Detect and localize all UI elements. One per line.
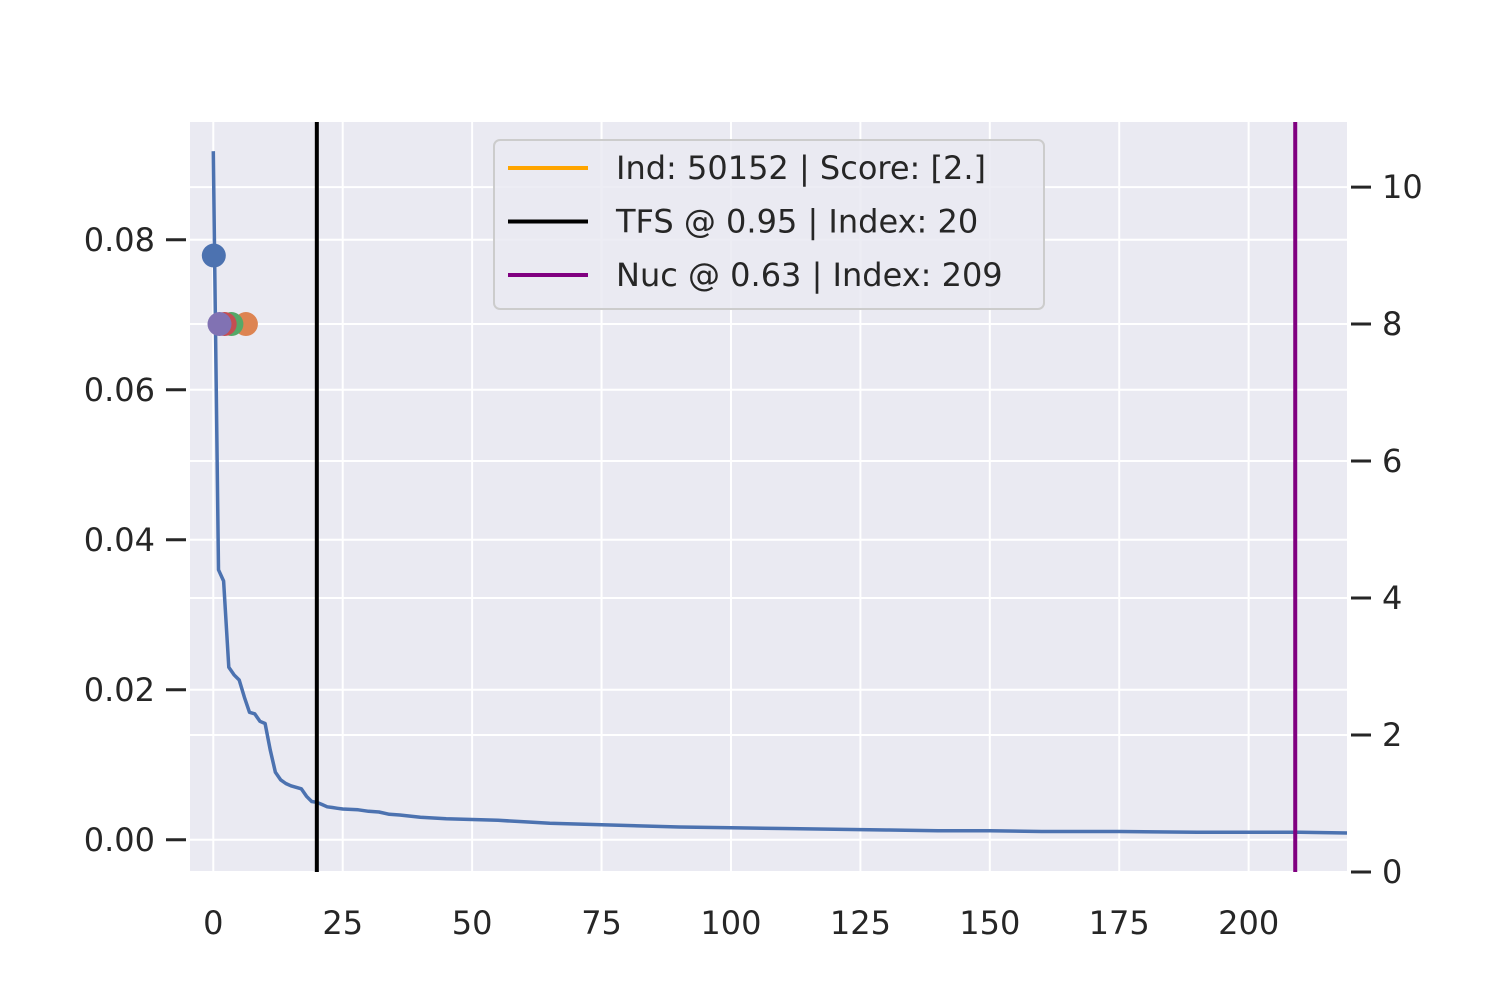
y-tick-label: 0.00: [84, 821, 155, 859]
y-tick-label: 0.04: [84, 521, 155, 559]
x-tick-label: 25: [322, 904, 363, 942]
legend-label: TFS @ 0.95 | Index: 20: [615, 203, 978, 241]
x-tick-label: 100: [700, 904, 761, 942]
series-line: [211, 151, 1348, 835]
vline-layer: [314, 122, 1298, 872]
legend-box: [493, 139, 1045, 310]
data-point: [201, 243, 226, 268]
data-point: [207, 312, 232, 337]
y2-tick-label: 0: [1382, 853, 1402, 891]
y2-tick-label: 10: [1382, 168, 1423, 206]
points-layer: [201, 243, 258, 337]
x-tick-label: 150: [959, 904, 1020, 942]
x-tick-label: 50: [452, 904, 493, 942]
legend-label: Nuc @ 0.63 | Index: 209: [616, 256, 1003, 294]
legend: Ind: 50152 | Score: [2.] TFS @ 0.95 | Ind…: [493, 139, 1045, 310]
y-tick-label: 0.06: [84, 371, 155, 409]
x-tick-label: 75: [581, 904, 622, 942]
y2-tick-label: 6: [1382, 442, 1402, 480]
grid-layer: [190, 122, 1347, 873]
x-tick-label: 0: [203, 904, 223, 942]
y-tick-label: 0.08: [84, 221, 155, 259]
x-tick-label: 200: [1218, 904, 1279, 942]
x-tick-label: 125: [830, 904, 891, 942]
y2-tick-label: 4: [1382, 579, 1402, 617]
axis-layer: 0 25 50 75 100 125 150 175 2000.000.020.040.060.…: [84, 168, 1423, 942]
x-tick-label: 175: [1089, 904, 1150, 942]
y-tick-label: 0.02: [84, 671, 155, 709]
legend-label: Ind: 50152 | Score: [2.]: [616, 149, 986, 187]
y2-tick-label: 8: [1382, 305, 1402, 343]
series-layer: [211, 151, 1348, 835]
y2-tick-label: 2: [1382, 716, 1402, 754]
